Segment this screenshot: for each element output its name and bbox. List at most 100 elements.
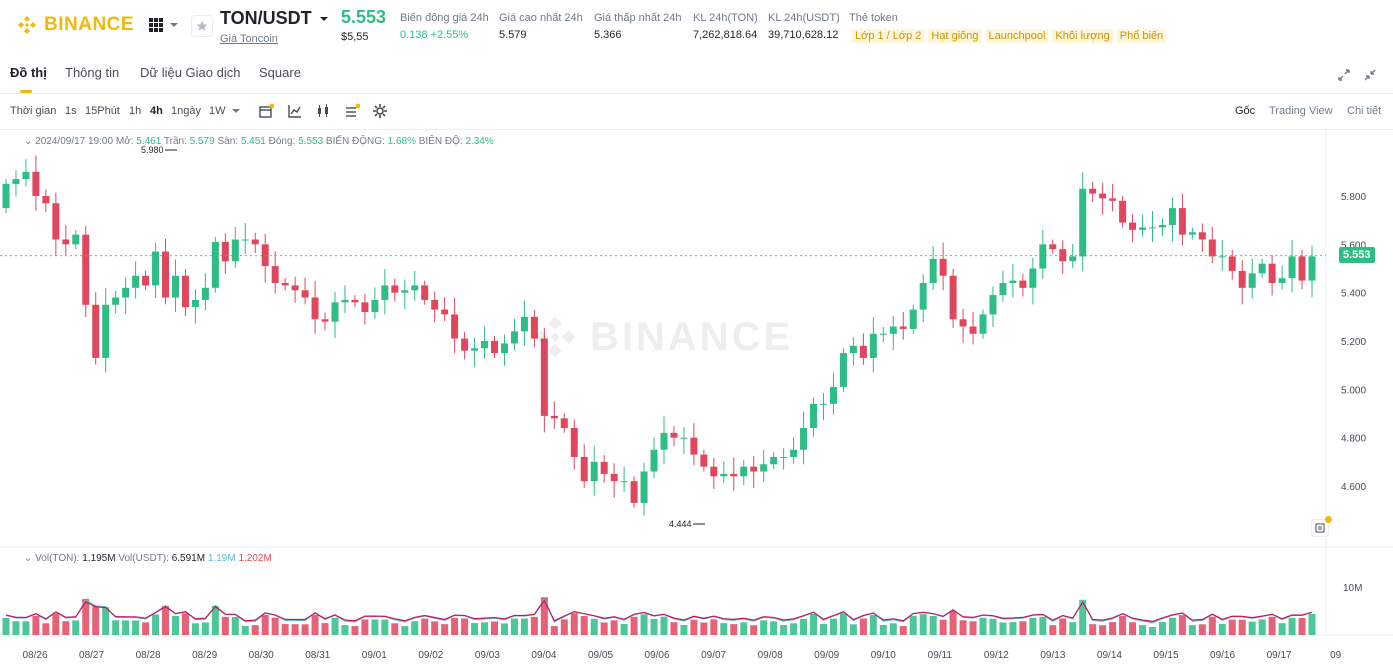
time-tick-label: 09/08 bbox=[758, 650, 783, 661]
ohlc-change: 1.68% bbox=[387, 136, 416, 147]
interval-1d[interactable]: 1ngày bbox=[171, 105, 201, 117]
candle-body bbox=[540, 338, 548, 416]
candle-body bbox=[869, 333, 877, 358]
volume-bar bbox=[241, 626, 249, 635]
candle-body bbox=[481, 341, 489, 349]
candle-body bbox=[1228, 256, 1236, 271]
view-trading-view[interactable]: Trading View bbox=[1269, 105, 1333, 117]
price-chart[interactable]: 5.800 5.600 5.400 5.200 5.000 4.800 4.600 10M 08… bbox=[0, 130, 1393, 665]
candle-body bbox=[1099, 193, 1107, 199]
candle-type-icon[interactable] bbox=[315, 103, 331, 119]
volume-bar bbox=[431, 621, 439, 635]
star-icon bbox=[196, 20, 208, 31]
token-tag[interactable]: Lớp 1 / Lớp 2 bbox=[852, 29, 925, 43]
candle-body bbox=[32, 171, 40, 196]
candle-body bbox=[401, 290, 409, 293]
stat-24h-high: Giá cao nhất 24h 5.579 bbox=[499, 12, 583, 41]
symbol-selector[interactable]: TON/USDT bbox=[220, 8, 328, 29]
volume-bar bbox=[760, 620, 768, 635]
candle-body bbox=[1109, 198, 1117, 201]
volume-bar bbox=[52, 613, 60, 635]
indicator-icon[interactable] bbox=[287, 103, 303, 119]
chart-notes-button[interactable] bbox=[1311, 516, 1332, 537]
volume-bar bbox=[191, 623, 199, 635]
interval-15m[interactable]: 15Phút bbox=[85, 105, 120, 117]
ohlc-datetime: 2024/09/17 19:00 bbox=[35, 136, 114, 147]
candle-body bbox=[949, 275, 957, 320]
volume-bar bbox=[909, 615, 917, 635]
caret-down-icon[interactable] bbox=[232, 108, 240, 114]
volume-bar bbox=[899, 626, 907, 635]
token-tag[interactable]: Hạt giống bbox=[928, 29, 982, 43]
volume-bar bbox=[939, 619, 947, 635]
candle-body bbox=[839, 353, 847, 387]
ohlc-low: 5.451 bbox=[240, 136, 266, 147]
interval-1w-dropdown[interactable]: 1W bbox=[209, 105, 226, 117]
tab-info[interactable]: Thông tin bbox=[65, 65, 120, 80]
stat-label: KL 24h(USDT) bbox=[768, 12, 840, 24]
coin-info-link[interactable]: Giá Toncoin bbox=[220, 33, 278, 45]
candle-body bbox=[381, 285, 389, 300]
volume-bar bbox=[1188, 625, 1196, 635]
token-tag[interactable]: Phổ biến bbox=[1116, 29, 1167, 43]
volume-bar bbox=[62, 621, 70, 635]
volume-bar bbox=[829, 618, 837, 635]
view-depth[interactable]: Chi tiết bbox=[1347, 105, 1382, 117]
candle-body bbox=[1039, 244, 1047, 269]
tab-trading-data[interactable]: Dữ liệu Giao dịch bbox=[140, 65, 241, 80]
calendar-icon[interactable] bbox=[258, 103, 274, 119]
volume-bar bbox=[700, 622, 708, 635]
volume-bar bbox=[630, 616, 638, 635]
ohlc-close-label: Đóng: bbox=[268, 136, 296, 147]
time-tick-label: 08/30 bbox=[249, 650, 274, 661]
collapse-chevron[interactable]: ⌄ bbox=[24, 553, 33, 564]
candle-body bbox=[999, 283, 1007, 296]
tab-square[interactable]: Square bbox=[259, 65, 301, 80]
candle-body bbox=[361, 302, 369, 313]
candle-body bbox=[510, 331, 518, 344]
price-tick-label: 5.600 bbox=[1341, 240, 1366, 251]
top-bar: BINANCE TON/USDT Giá Toncoin 5.553 $5,55… bbox=[0, 0, 1393, 52]
favorite-button[interactable] bbox=[191, 15, 213, 37]
apps-menu-button[interactable] bbox=[148, 17, 178, 33]
candle-body bbox=[620, 481, 628, 483]
view-original[interactable]: Gốc bbox=[1235, 105, 1256, 117]
candle-body bbox=[42, 196, 50, 204]
volume-bar bbox=[231, 616, 239, 635]
volume-bar bbox=[680, 625, 688, 635]
expand-icon[interactable] bbox=[1337, 68, 1351, 82]
ohlc-legend: ⌄ 2024/09/17 19:00 Mở: 5.461 Trần: 5.579… bbox=[24, 136, 494, 147]
collapse-icon[interactable] bbox=[1363, 68, 1377, 82]
candle-body bbox=[959, 319, 967, 327]
candle-body bbox=[1308, 256, 1316, 281]
candle-body bbox=[800, 428, 808, 450]
candle-body bbox=[1139, 227, 1147, 230]
collapse-chevron[interactable]: ⌄ bbox=[24, 136, 33, 147]
volume-bar bbox=[610, 620, 618, 635]
layers-icon[interactable] bbox=[344, 103, 360, 119]
binance-logo[interactable]: BINANCE bbox=[16, 14, 134, 36]
settings-gear-icon[interactable] bbox=[372, 103, 388, 119]
volume-bar bbox=[381, 619, 389, 635]
volume-bar bbox=[411, 621, 419, 635]
stat-24h-change: Biến động giá 24h 0.138 +2.55% bbox=[400, 12, 489, 41]
interval-1s[interactable]: 1s bbox=[65, 105, 77, 117]
token-tag[interactable]: Khối lượng bbox=[1052, 29, 1113, 43]
volume-bar bbox=[660, 616, 668, 635]
candle-body bbox=[142, 275, 150, 286]
volume-bar bbox=[730, 624, 738, 635]
volume-bar bbox=[271, 617, 279, 635]
tab-chart[interactable]: Đồ thị bbox=[10, 65, 47, 80]
candle-body bbox=[1129, 222, 1137, 230]
time-tick-label: 09/02 bbox=[418, 650, 443, 661]
token-tag[interactable]: Launchpool bbox=[985, 29, 1049, 43]
interval-4h[interactable]: 4h bbox=[150, 105, 163, 117]
stat-label: Giá thấp nhất 24h bbox=[594, 12, 682, 24]
interval-1h[interactable]: 1h bbox=[129, 105, 142, 117]
volume-bar bbox=[291, 624, 299, 635]
candle-body bbox=[1079, 188, 1087, 257]
candle-body bbox=[92, 304, 100, 358]
volume-bar bbox=[1198, 624, 1206, 635]
candle-body bbox=[1029, 268, 1037, 288]
volume-bar bbox=[441, 624, 449, 635]
